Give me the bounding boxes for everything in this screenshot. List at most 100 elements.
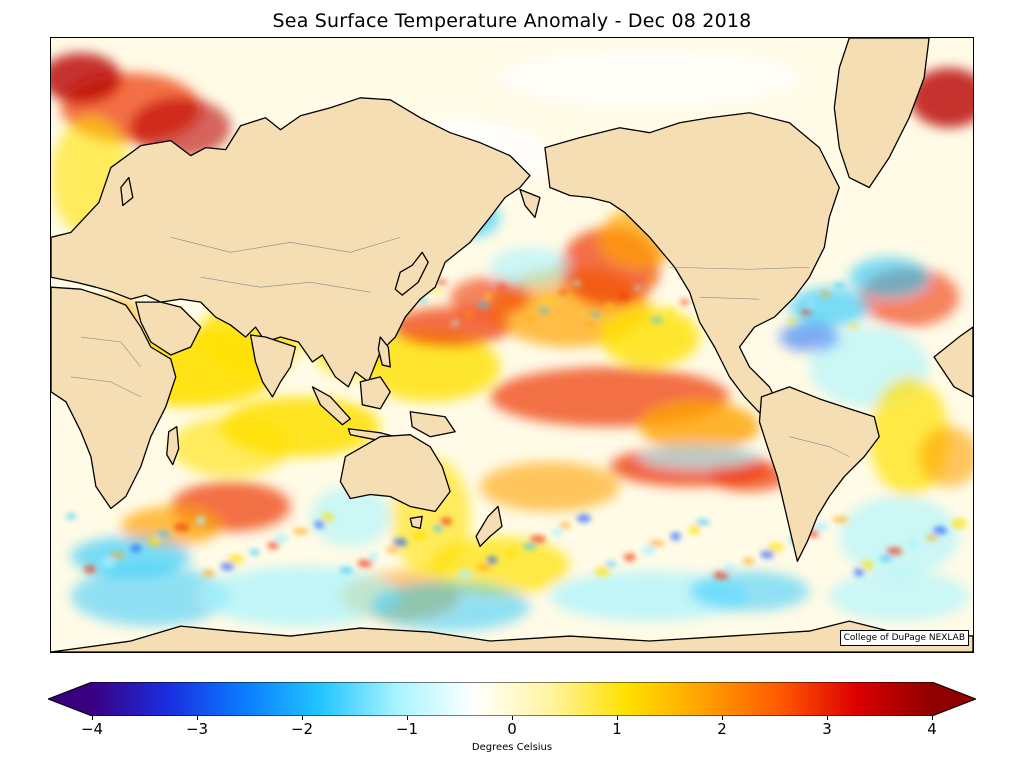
anomaly-patch bbox=[650, 317, 663, 324]
land-south-america bbox=[758, 386, 880, 562]
anomaly-patch bbox=[249, 549, 260, 556]
colorbar-tick-label: 4 bbox=[927, 720, 937, 738]
anomaly-patch bbox=[633, 285, 642, 292]
anomaly-patch bbox=[487, 556, 498, 565]
land-north-america bbox=[544, 112, 840, 416]
anomaly-patch bbox=[709, 461, 790, 492]
anomaly-patch bbox=[919, 426, 973, 487]
colorbar-tick-mark bbox=[616, 716, 618, 720]
anomaly-patch bbox=[623, 553, 636, 562]
anomaly-patch bbox=[170, 416, 291, 477]
anomaly-patch bbox=[807, 300, 816, 307]
land-greenland bbox=[833, 38, 930, 189]
anomaly-patch bbox=[909, 67, 973, 128]
anomaly-patch bbox=[360, 332, 501, 402]
anomaly-patch bbox=[832, 516, 849, 523]
anomaly-patch bbox=[370, 581, 530, 632]
anomaly-patch bbox=[101, 557, 116, 568]
land-west-africa-right bbox=[933, 326, 973, 398]
anomaly-patch bbox=[760, 550, 775, 559]
anomaly-patch bbox=[679, 299, 690, 306]
anomaly-patch bbox=[689, 571, 810, 612]
anomaly-patch bbox=[484, 293, 493, 300]
anomaly-patch bbox=[505, 548, 517, 559]
anomaly-patch bbox=[617, 294, 630, 301]
anomaly-patch bbox=[584, 321, 597, 328]
anomaly-patch bbox=[477, 302, 490, 309]
anomaly-patch bbox=[310, 486, 391, 547]
anomaly-patch bbox=[476, 564, 493, 571]
anomaly-patch bbox=[724, 563, 735, 574]
anomaly-patch bbox=[558, 522, 571, 529]
anomaly-patch bbox=[767, 542, 784, 553]
anomaly-patch bbox=[861, 560, 874, 571]
map-canvas bbox=[51, 38, 973, 652]
anomaly-patch bbox=[195, 515, 206, 526]
anomaly-patch bbox=[820, 291, 831, 298]
sst-anomaly-map: College of DuPage NEXLAB bbox=[50, 37, 974, 653]
land-india bbox=[249, 334, 297, 398]
anomaly-patch bbox=[639, 401, 760, 452]
anomaly-patch bbox=[440, 517, 453, 526]
land-tasmania bbox=[409, 515, 423, 530]
credit-label: College of DuPage NEXLAB bbox=[839, 630, 969, 646]
colorbar-label: Degrees Celsius bbox=[471, 742, 553, 753]
colorbar-graphic bbox=[48, 682, 976, 716]
anomaly-patch bbox=[220, 562, 235, 571]
land-borneo bbox=[359, 376, 391, 410]
anomaly-patch bbox=[591, 312, 600, 319]
anomaly-patch bbox=[525, 316, 534, 323]
chart-title: Sea Surface Temperature Anomaly - Dec 08… bbox=[272, 10, 752, 32]
anomaly-patch bbox=[357, 559, 374, 568]
anomaly-patch bbox=[148, 536, 161, 547]
anomaly-patch bbox=[551, 527, 562, 538]
anomaly-patch bbox=[886, 547, 903, 556]
anomaly-patch bbox=[108, 552, 125, 559]
anomaly-patch bbox=[571, 280, 582, 287]
anomaly-patch bbox=[926, 534, 939, 541]
anomaly-patch bbox=[713, 571, 730, 580]
anomaly-patch bbox=[529, 535, 546, 544]
anomaly-patch bbox=[839, 496, 960, 577]
colorbar-tick-label: −3 bbox=[185, 720, 209, 738]
anomaly-patch bbox=[130, 544, 141, 553]
anomaly-patch bbox=[695, 519, 710, 526]
anomaly-patch bbox=[65, 513, 76, 520]
anomaly-patch bbox=[670, 532, 681, 541]
anomaly-patch bbox=[594, 566, 611, 577]
land-new-guinea bbox=[409, 411, 456, 438]
colorbar-tick-mark bbox=[931, 716, 933, 720]
anomaly-patch bbox=[787, 318, 798, 325]
colorbar-tick-label: 0 bbox=[507, 720, 517, 738]
anomaly-patch bbox=[490, 247, 570, 288]
anomaly-patch bbox=[173, 523, 190, 532]
country-borders bbox=[70, 237, 850, 457]
anomaly-patch bbox=[829, 571, 970, 622]
anomaly-patch bbox=[639, 444, 760, 469]
anomaly-patch bbox=[849, 257, 930, 298]
colorbar-tick-mark bbox=[196, 716, 198, 720]
anomaly-patch bbox=[500, 47, 800, 108]
anomaly-field-detail bbox=[65, 274, 968, 580]
colorbar-tick-label: 3 bbox=[822, 720, 832, 738]
anomaly-patch bbox=[227, 554, 244, 565]
colorbar-tick-label: −4 bbox=[80, 720, 104, 738]
anomaly-patch bbox=[497, 284, 508, 291]
colorbar-tick-mark bbox=[301, 716, 303, 720]
anomaly-patch bbox=[368, 551, 379, 562]
colorbar-body bbox=[48, 682, 976, 716]
land-africa bbox=[51, 286, 177, 510]
anomaly-patch bbox=[155, 531, 170, 538]
anomaly-patch bbox=[854, 568, 865, 577]
anomaly-patch bbox=[200, 566, 401, 627]
anomaly-patch bbox=[321, 512, 334, 523]
anomaly-patch bbox=[666, 308, 675, 315]
anomaly-patch bbox=[70, 566, 231, 627]
colorbar-tick-label: 1 bbox=[612, 720, 622, 738]
anomaly-patch bbox=[833, 282, 846, 289]
anomaly-patch bbox=[411, 530, 428, 541]
anomaly-patch bbox=[908, 539, 919, 550]
anomaly-patch bbox=[339, 567, 354, 574]
anomaly-patch bbox=[542, 298, 555, 305]
colorbar-tick-mark bbox=[511, 716, 513, 720]
